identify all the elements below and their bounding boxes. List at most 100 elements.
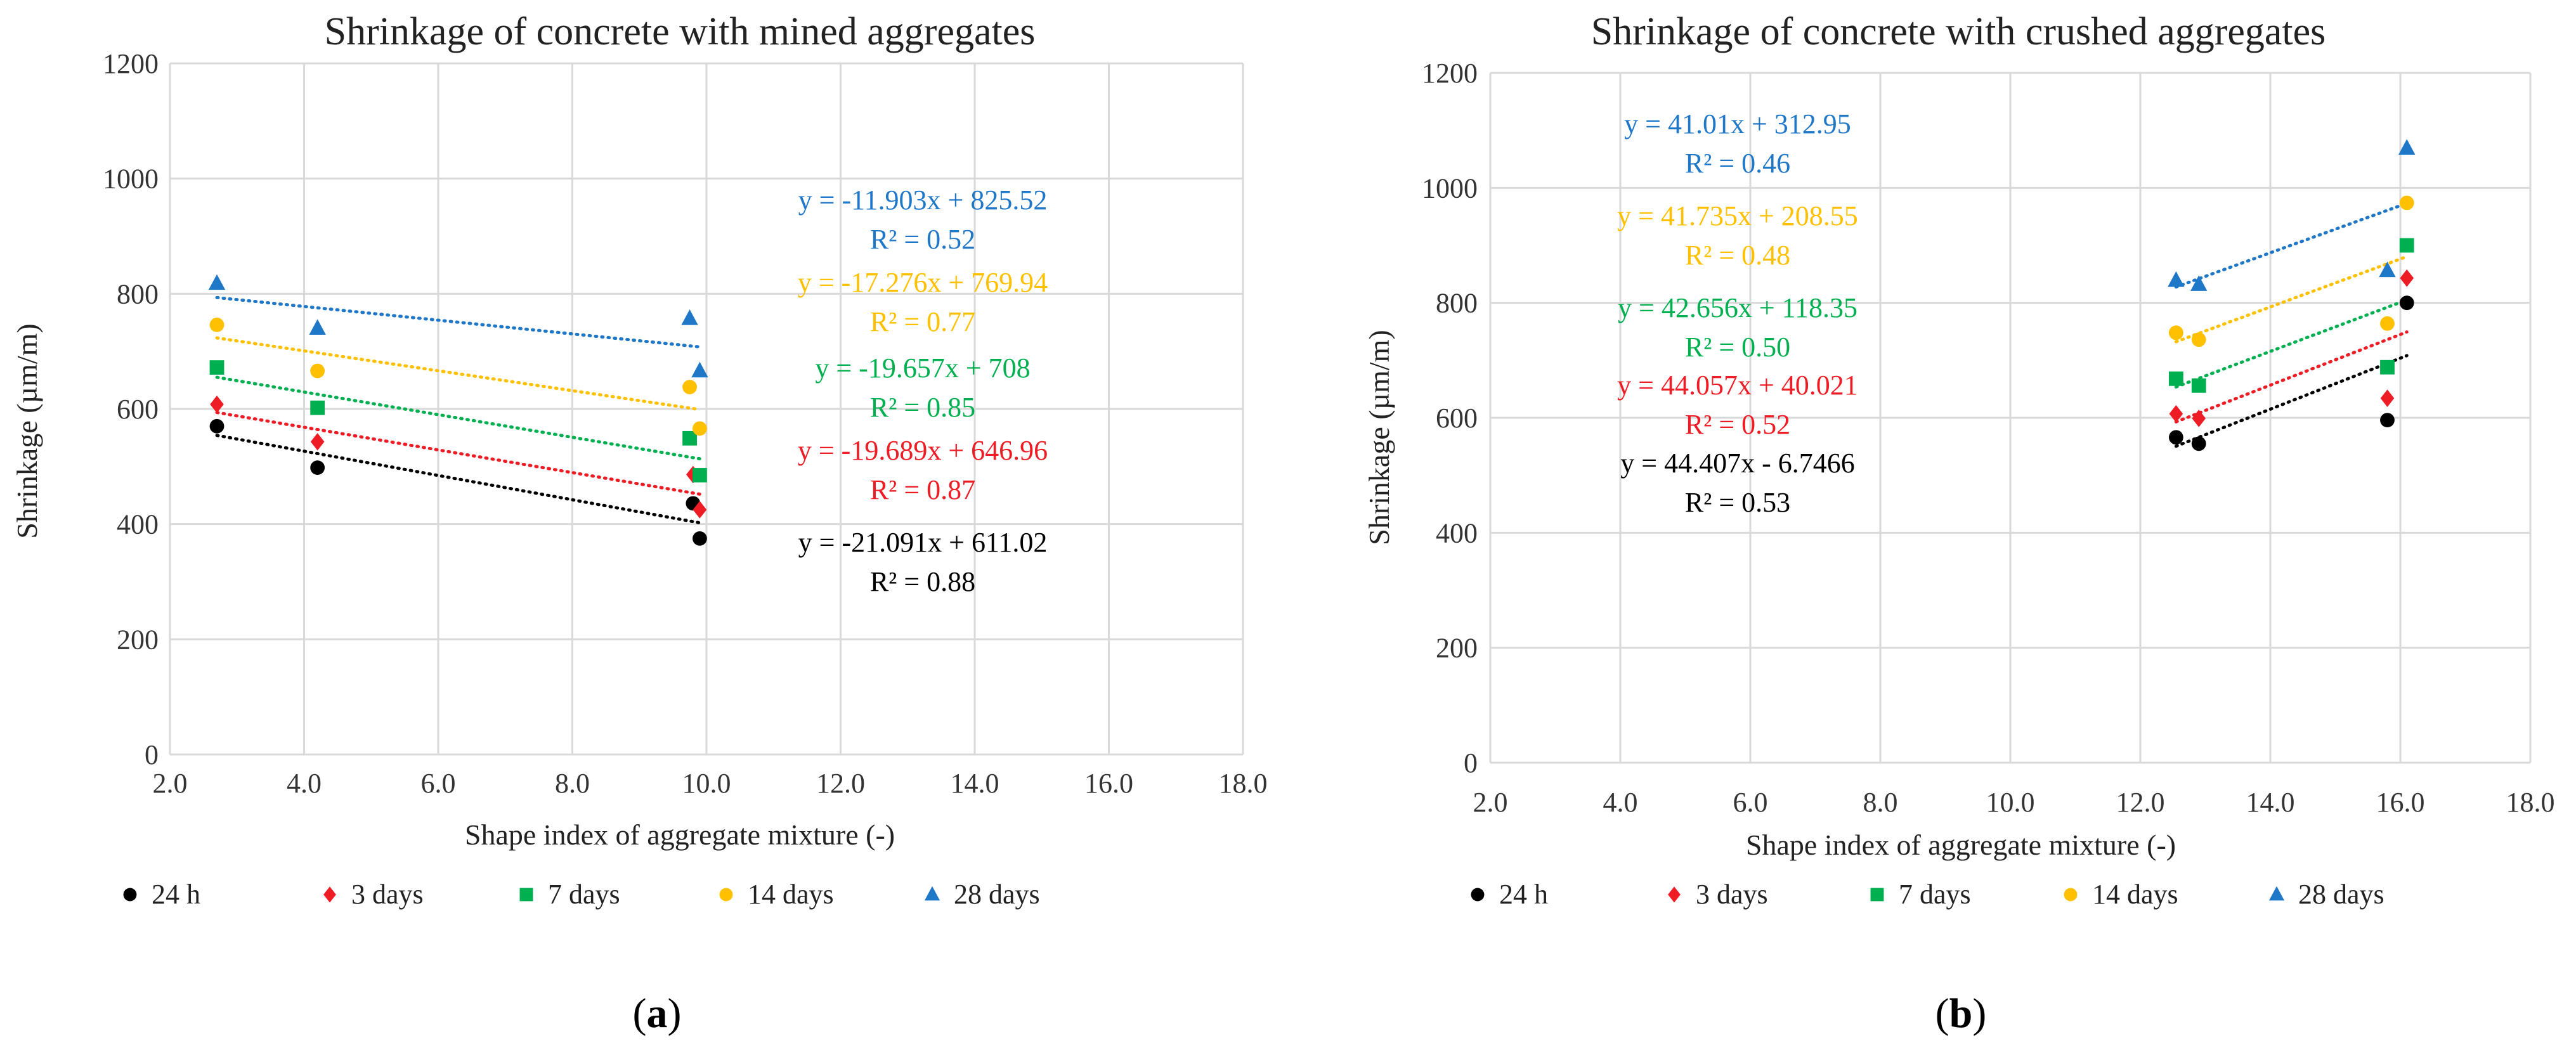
y-tick-label: 600 bbox=[117, 394, 159, 425]
panel-letter: a bbox=[647, 990, 668, 1037]
legend-item-7-days: 7 days bbox=[519, 879, 620, 910]
y-tick-label: 0 bbox=[145, 739, 159, 770]
legend-marker bbox=[1668, 886, 1681, 903]
point-24-h bbox=[310, 460, 325, 475]
legend-marker bbox=[2268, 886, 2285, 901]
x-tick-label: 14.0 bbox=[2246, 787, 2295, 818]
equation-7-days: y = -19.657x + 708 bbox=[815, 353, 1030, 384]
x-tick-label: 6.0 bbox=[421, 768, 456, 799]
y-tick-label: 800 bbox=[117, 278, 159, 309]
trendline-3-days bbox=[2174, 330, 2409, 424]
legend-item-28-days: 28 days bbox=[2268, 879, 2384, 910]
trendline-3-days bbox=[215, 411, 701, 496]
point-24-h bbox=[693, 531, 707, 546]
trend-equations: y = -11.903x + 825.52 R² = 0.52 y = -17.… bbox=[798, 184, 1048, 597]
trendlines bbox=[2174, 202, 2409, 448]
x-axis-label: Shape index of aggregate mixture (-) bbox=[465, 818, 895, 851]
legend-label: 14 days bbox=[748, 879, 834, 910]
x-tick-label: 8.0 bbox=[555, 768, 590, 799]
legend-item-24-h: 24 h bbox=[1471, 879, 1548, 910]
equation-28-days: y = 41.01x + 312.95 bbox=[1624, 108, 1851, 139]
x-tick-label: 18.0 bbox=[2506, 787, 2555, 818]
point-7-days bbox=[2380, 359, 2395, 375]
equation-7-days: y = 42.656x + 118.35 bbox=[1618, 292, 1857, 323]
x-tick-label: 2.0 bbox=[153, 768, 188, 799]
trendline-14-days bbox=[2174, 255, 2409, 344]
point-14-days bbox=[2168, 325, 2183, 340]
point-24-h bbox=[209, 418, 224, 434]
r2-28-days: R² = 0.46 bbox=[1685, 148, 1790, 179]
x-tick-label: 10.0 bbox=[682, 768, 731, 799]
y-tick-label: 600 bbox=[1436, 403, 1478, 434]
point-28-days bbox=[208, 274, 226, 290]
legend: 24 h 3 days 7 days 14 days 28 days bbox=[123, 879, 1040, 910]
y-tick-label: 800 bbox=[1436, 288, 1478, 319]
point-28-days bbox=[309, 319, 326, 335]
legend-item-24-h: 24 h bbox=[123, 879, 200, 910]
point-14-days bbox=[2191, 332, 2206, 347]
r2-3-days: R² = 0.87 bbox=[870, 474, 975, 505]
legend-item-7-days: 7 days bbox=[1870, 879, 1971, 910]
equation-3-days: y = -19.689x + 646.96 bbox=[798, 435, 1048, 466]
legend-label: 28 days bbox=[2298, 879, 2384, 910]
legend-item-14-days: 14 days bbox=[719, 879, 834, 910]
x-tick-label: 18.0 bbox=[1219, 768, 1268, 799]
x-tick-labels: 2.0 4.0 6.0 8.0 10.0 12.0 14.0 16.0 18.0 bbox=[153, 768, 1268, 799]
r2-14-days: R² = 0.77 bbox=[870, 306, 975, 337]
legend-marker bbox=[1870, 888, 1884, 902]
legend-label: 28 days bbox=[954, 879, 1040, 910]
point-28-days bbox=[2190, 275, 2208, 291]
trendline-28-days bbox=[2174, 202, 2409, 289]
panel-b: Shrinkage of concrete with crushed aggre… bbox=[1363, 10, 2555, 1037]
point-14-days bbox=[682, 380, 697, 394]
r2-28-days: R² = 0.52 bbox=[870, 224, 975, 255]
r2-7-days: R² = 0.50 bbox=[1685, 332, 1790, 363]
legend-item-28-days: 28 days bbox=[924, 879, 1040, 910]
equation-24-h: y = -21.091x + 611.02 bbox=[798, 527, 1048, 558]
trendlines bbox=[215, 295, 701, 525]
equation-24-h: y = 44.407x - 6.7466 bbox=[1620, 448, 1854, 479]
trendline-14-days bbox=[215, 336, 701, 411]
point-7-days bbox=[310, 400, 325, 415]
legend-marker bbox=[2064, 888, 2078, 902]
equation-3-days: y = 44.057x + 40.021 bbox=[1617, 370, 1858, 401]
point-28-days bbox=[2168, 271, 2185, 287]
point-3-days bbox=[2169, 404, 2183, 423]
r2-3-days: R² = 0.52 bbox=[1685, 409, 1790, 440]
x-tick-label: 12.0 bbox=[2116, 787, 2165, 818]
legend-item-14-days: 14 days bbox=[2064, 879, 2178, 910]
x-tick-label: 12.0 bbox=[816, 768, 865, 799]
point-3-days bbox=[2400, 269, 2414, 287]
data-points bbox=[208, 274, 708, 546]
point-3-days bbox=[2192, 410, 2206, 427]
legend-marker bbox=[323, 886, 336, 903]
x-tick-label: 16.0 bbox=[2376, 787, 2425, 818]
legend-marker bbox=[519, 888, 533, 902]
point-7-days bbox=[209, 360, 224, 375]
x-tick-label: 14.0 bbox=[951, 768, 999, 799]
x-tick-label: 4.0 bbox=[287, 768, 322, 799]
panel-a: Shrinkage of concrete with mined aggrega… bbox=[11, 10, 1268, 1037]
point-28-days bbox=[681, 309, 698, 325]
y-tick-labels: 0 200 400 600 800 1000 1200 bbox=[1422, 58, 1478, 779]
y-tick-label: 200 bbox=[117, 624, 159, 655]
legend: 24 h 3 days 7 days 14 days 28 days bbox=[1471, 879, 2384, 910]
r2-14-days: R² = 0.48 bbox=[1685, 240, 1790, 271]
chart-title: Shrinkage of concrete with mined aggrega… bbox=[325, 10, 1036, 53]
trendline-7-days bbox=[2174, 298, 2409, 389]
legend-marker bbox=[1471, 888, 1485, 902]
y-tick-label: 1200 bbox=[1422, 58, 1478, 89]
y-axis-label: Shrinkage (µm/m) bbox=[11, 323, 43, 539]
panel-letter: b bbox=[1949, 990, 1973, 1037]
legend-marker bbox=[719, 888, 733, 902]
x-tick-label: 4.0 bbox=[1603, 787, 1638, 818]
point-7-days bbox=[2191, 378, 2206, 393]
point-24-h bbox=[2380, 413, 2395, 428]
equation-28-days: y = -11.903x + 825.52 bbox=[798, 184, 1048, 216]
x-tick-label: 2.0 bbox=[1473, 787, 1508, 818]
equation-14-days: y = 41.735x + 208.55 bbox=[1617, 200, 1858, 231]
legend-label: 3 days bbox=[1696, 879, 1768, 910]
point-28-days bbox=[2398, 139, 2416, 155]
point-14-days bbox=[693, 421, 707, 436]
